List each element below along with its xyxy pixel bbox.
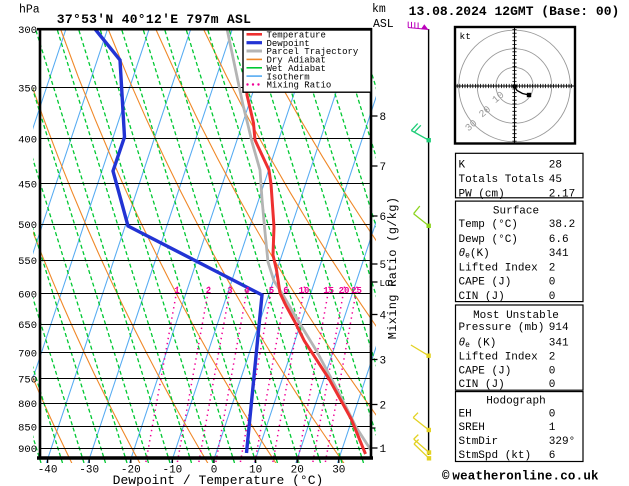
svg-text:20: 20: [339, 286, 350, 296]
svg-text:-30: -30: [79, 465, 99, 477]
svg-text:400: 400: [18, 135, 37, 147]
svg-text:2: 2: [549, 262, 556, 274]
svg-text:2: 2: [380, 401, 387, 413]
svg-text:500: 500: [18, 220, 37, 232]
svg-text:CAPE (J): CAPE (J): [459, 277, 512, 289]
svg-text:6.6: 6.6: [549, 234, 569, 246]
svg-text:© weatheronline.co.uk: © weatheronline.co.uk: [442, 470, 599, 484]
svg-text:Hodograph: Hodograph: [486, 396, 545, 408]
svg-text:StmSpd (kt): StmSpd (kt): [459, 450, 532, 462]
svg-text:-10: -10: [162, 465, 182, 477]
svg-text:0: 0: [549, 409, 556, 421]
svg-text:450: 450: [18, 180, 37, 192]
svg-text:θe (K): θe (K): [459, 337, 497, 350]
svg-text:Dewp (°C): Dewp (°C): [459, 234, 518, 246]
svg-text:1: 1: [380, 444, 387, 456]
svg-text:PW (cm): PW (cm): [459, 188, 505, 200]
svg-text:2: 2: [549, 351, 556, 363]
svg-text:0: 0: [549, 365, 556, 377]
svg-text:kt: kt: [460, 31, 471, 42]
svg-text:750: 750: [18, 375, 37, 387]
svg-text:7: 7: [380, 162, 387, 174]
svg-text:-40: -40: [38, 465, 58, 477]
svg-text:Dewpoint: Dewpoint: [267, 39, 310, 49]
svg-text:650: 650: [18, 320, 37, 332]
svg-text:Temperature: Temperature: [267, 31, 326, 41]
svg-text:6: 6: [380, 212, 387, 224]
svg-text:914: 914: [549, 322, 569, 334]
svg-text:3: 3: [227, 286, 232, 296]
svg-text:350: 350: [18, 84, 37, 96]
svg-text:10: 10: [299, 286, 310, 296]
svg-text:CIN (J): CIN (J): [459, 291, 505, 303]
svg-text:20: 20: [291, 465, 304, 477]
svg-text:2.17: 2.17: [549, 188, 575, 200]
svg-text:600: 600: [18, 289, 37, 301]
svg-text:Most Unstable: Most Unstable: [473, 310, 559, 322]
svg-text:Wet Adiabat: Wet Adiabat: [267, 64, 326, 74]
svg-text:5: 5: [380, 260, 387, 272]
svg-text:3: 3: [380, 356, 387, 368]
svg-text:Lifted Index: Lifted Index: [459, 262, 539, 274]
svg-text:CAPE (J): CAPE (J): [459, 365, 512, 377]
svg-text:25: 25: [351, 286, 362, 296]
svg-text:28: 28: [549, 160, 562, 172]
svg-text:Mixing Ratio (g/kg): Mixing Ratio (g/kg): [386, 197, 400, 340]
svg-text:4: 4: [380, 311, 387, 323]
svg-text:2: 2: [206, 286, 211, 296]
svg-text:Isotherm: Isotherm: [267, 72, 310, 82]
svg-text:6: 6: [283, 286, 288, 296]
svg-text:Pressure (mb): Pressure (mb): [459, 322, 545, 334]
svg-text:0: 0: [549, 379, 556, 391]
svg-text:StmDir: StmDir: [459, 436, 499, 448]
svg-text:5: 5: [269, 286, 274, 296]
svg-text:Mixing Ratio: Mixing Ratio: [267, 81, 332, 91]
svg-text:45: 45: [549, 174, 562, 186]
svg-text:4: 4: [244, 286, 250, 296]
svg-text:37°53'N 40°12'E 797m ASL: 37°53'N 40°12'E 797m ASL: [57, 12, 251, 27]
svg-text:8: 8: [380, 112, 387, 124]
svg-text:Dry Adiabat: Dry Adiabat: [267, 56, 326, 66]
svg-text:13.08.2024 12GMT (Base: 00): 13.08.2024 12GMT (Base: 00): [409, 4, 620, 19]
svg-text:1: 1: [174, 286, 180, 296]
svg-text:K: K: [459, 160, 466, 172]
svg-text:800: 800: [18, 399, 37, 411]
svg-text:329°: 329°: [549, 436, 575, 448]
svg-text:ASL: ASL: [373, 18, 394, 31]
svg-text:Totals Totals: Totals Totals: [459, 174, 545, 186]
svg-text:Lifted Index: Lifted Index: [459, 351, 539, 363]
svg-text:6: 6: [549, 450, 556, 462]
svg-text:SREH: SREH: [459, 422, 485, 434]
svg-text:-20: -20: [121, 465, 141, 477]
svg-text:15: 15: [323, 286, 334, 296]
svg-text:700: 700: [18, 348, 37, 360]
svg-text:550: 550: [18, 256, 37, 268]
svg-text:LCL: LCL: [380, 279, 396, 289]
svg-text:Surface: Surface: [493, 205, 539, 217]
svg-text:hPa: hPa: [19, 4, 40, 17]
svg-text:341: 341: [549, 248, 569, 260]
svg-text:300: 300: [18, 25, 37, 37]
svg-text:θe(K): θe(K): [459, 248, 490, 261]
svg-text:0: 0: [549, 277, 556, 289]
svg-text:30: 30: [332, 465, 345, 477]
svg-text:EH: EH: [459, 409, 472, 421]
svg-text:0: 0: [549, 291, 556, 303]
svg-text:1: 1: [549, 422, 556, 434]
svg-text:0: 0: [211, 465, 218, 477]
svg-text:km: km: [372, 3, 386, 16]
svg-text:900: 900: [18, 444, 37, 456]
svg-text:CIN (J): CIN (J): [459, 379, 505, 391]
svg-text:38.2: 38.2: [549, 219, 575, 231]
svg-text:Parcel Trajectory: Parcel Trajectory: [267, 47, 359, 57]
svg-text:Temp (°C): Temp (°C): [459, 219, 518, 231]
svg-text:Dewpoint / Temperature (°C): Dewpoint / Temperature (°C): [113, 473, 324, 486]
svg-text:10: 10: [249, 465, 262, 477]
svg-text:850: 850: [18, 422, 37, 434]
svg-text:341: 341: [549, 337, 569, 349]
